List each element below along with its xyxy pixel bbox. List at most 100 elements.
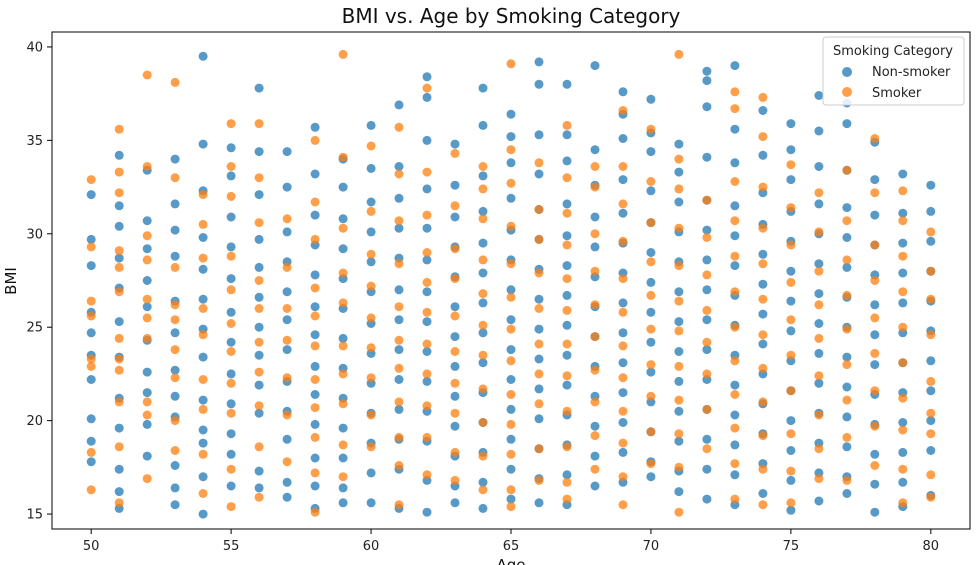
data-point bbox=[198, 352, 208, 362]
data-point bbox=[170, 483, 180, 493]
data-point bbox=[478, 83, 488, 93]
data-point bbox=[898, 251, 908, 261]
data-point bbox=[618, 208, 628, 218]
data-point bbox=[702, 66, 712, 76]
data-point bbox=[758, 363, 768, 373]
data-point bbox=[562, 339, 572, 349]
data-point bbox=[310, 122, 320, 132]
data-point bbox=[646, 367, 656, 377]
data-point bbox=[254, 350, 264, 360]
data-point bbox=[450, 148, 460, 158]
data-point bbox=[758, 249, 768, 259]
x-axis-label: Age bbox=[496, 556, 525, 565]
data-point bbox=[534, 399, 544, 409]
data-point bbox=[478, 238, 488, 248]
data-point bbox=[226, 347, 236, 356]
data-point bbox=[534, 498, 544, 508]
data-point bbox=[702, 434, 712, 444]
data-point bbox=[394, 363, 404, 373]
data-point bbox=[870, 330, 880, 340]
data-point bbox=[786, 416, 796, 426]
data-point bbox=[758, 150, 768, 160]
data-point bbox=[674, 287, 684, 297]
data-point bbox=[898, 208, 908, 218]
data-point bbox=[562, 406, 572, 416]
data-point bbox=[758, 309, 768, 319]
data-point bbox=[422, 135, 432, 145]
data-point bbox=[646, 124, 656, 134]
data-point bbox=[814, 319, 824, 328]
data-point bbox=[450, 201, 460, 211]
data-point bbox=[114, 365, 124, 375]
data-point bbox=[786, 446, 796, 455]
data-point bbox=[86, 414, 96, 424]
data-point bbox=[394, 259, 404, 269]
data-point bbox=[842, 290, 852, 300]
data-point bbox=[142, 255, 152, 265]
data-point bbox=[338, 498, 348, 508]
data-point bbox=[450, 447, 460, 457]
data-point bbox=[198, 489, 208, 498]
data-point bbox=[198, 449, 208, 459]
data-point bbox=[114, 262, 124, 272]
data-point bbox=[478, 171, 488, 181]
data-point bbox=[506, 315, 516, 325]
data-point bbox=[870, 386, 880, 396]
data-point bbox=[506, 485, 516, 495]
data-point bbox=[198, 438, 208, 448]
data-point bbox=[478, 289, 488, 299]
data-point bbox=[814, 444, 824, 454]
data-point bbox=[198, 404, 208, 414]
data-point bbox=[870, 421, 880, 431]
data-point bbox=[842, 432, 852, 442]
data-point bbox=[310, 311, 320, 321]
data-point bbox=[170, 262, 180, 272]
data-point bbox=[254, 483, 264, 493]
data-point bbox=[478, 451, 488, 461]
data-point bbox=[534, 324, 544, 334]
data-point bbox=[142, 333, 152, 343]
data-point bbox=[730, 158, 740, 168]
data-point bbox=[618, 418, 628, 427]
data-point bbox=[310, 419, 320, 429]
data-point bbox=[142, 367, 152, 377]
data-point bbox=[562, 305, 572, 315]
data-point bbox=[730, 356, 740, 366]
data-point bbox=[310, 283, 320, 293]
data-point bbox=[590, 451, 600, 461]
data-point bbox=[506, 404, 516, 414]
data-point bbox=[114, 333, 124, 343]
data-point bbox=[926, 492, 936, 502]
data-point bbox=[730, 124, 740, 134]
data-point bbox=[226, 464, 236, 474]
data-point bbox=[758, 489, 768, 498]
data-point bbox=[842, 165, 852, 175]
data-point bbox=[646, 427, 656, 437]
data-point bbox=[422, 277, 432, 287]
data-point bbox=[870, 276, 880, 285]
data-point bbox=[394, 100, 404, 110]
data-point bbox=[702, 270, 712, 280]
data-point bbox=[506, 494, 516, 504]
data-point bbox=[674, 436, 684, 446]
data-point bbox=[366, 163, 376, 173]
data-point bbox=[450, 378, 460, 388]
data-point bbox=[282, 262, 292, 272]
data-point bbox=[786, 145, 796, 155]
data-point bbox=[562, 380, 572, 390]
data-point bbox=[310, 453, 320, 463]
data-point bbox=[422, 432, 432, 442]
data-point bbox=[170, 446, 180, 455]
data-point bbox=[450, 408, 460, 418]
data-point bbox=[366, 281, 376, 291]
data-point bbox=[338, 423, 348, 433]
data-point bbox=[338, 223, 348, 233]
x-tick-label: 80 bbox=[923, 539, 940, 554]
data-point bbox=[646, 307, 656, 317]
data-point bbox=[870, 134, 880, 143]
data-point bbox=[226, 502, 236, 512]
data-point bbox=[730, 410, 740, 420]
data-point bbox=[814, 348, 824, 358]
data-point bbox=[394, 285, 404, 295]
data-point bbox=[366, 410, 376, 420]
